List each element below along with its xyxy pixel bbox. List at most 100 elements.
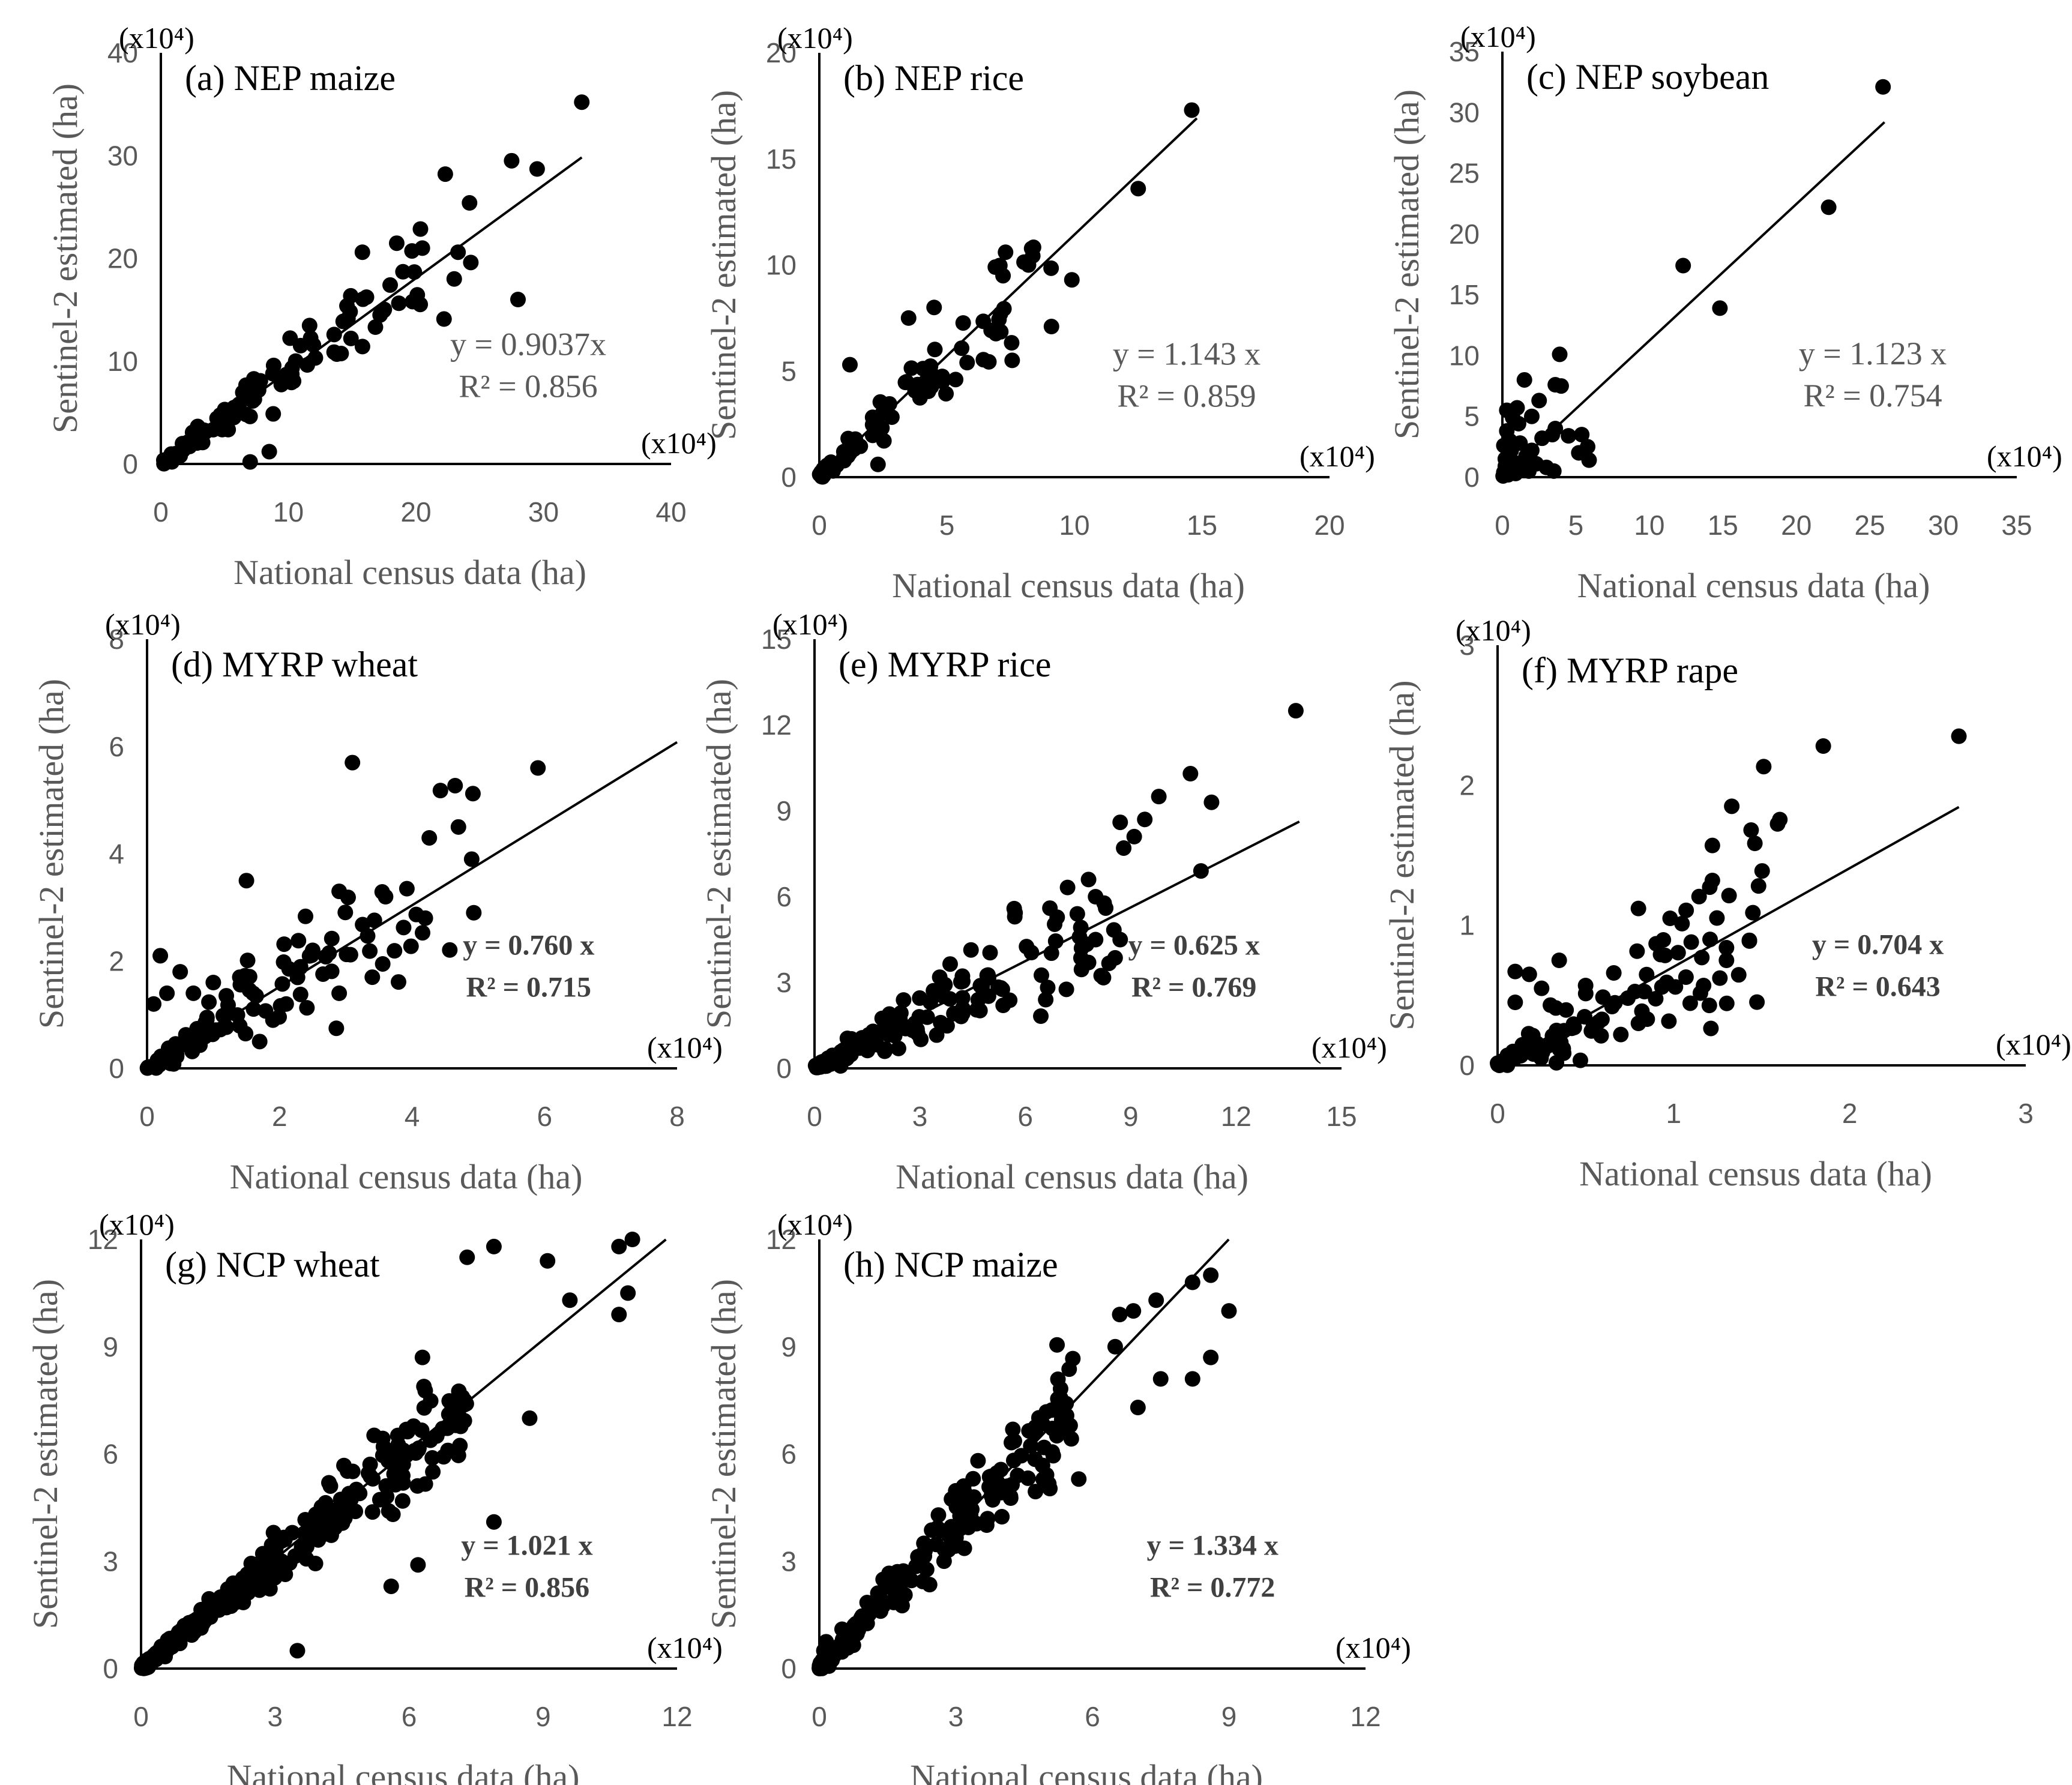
data-point xyxy=(395,1475,411,1491)
y-tick-label: 4 xyxy=(109,838,124,870)
data-point xyxy=(855,1034,872,1050)
data-point xyxy=(529,161,545,177)
x-scale-label: (x10⁴) xyxy=(1987,439,2062,473)
data-point xyxy=(1572,1052,1588,1068)
x-tick-label: 9 xyxy=(1221,1701,1237,1732)
x-tick-label: 0 xyxy=(133,1701,149,1732)
data-point xyxy=(1112,814,1128,831)
regression-equation: y = 0.9037x xyxy=(450,326,606,362)
data-point xyxy=(1101,955,1117,971)
x-tick-label: 6 xyxy=(402,1701,417,1732)
data-point xyxy=(942,991,958,1007)
data-point xyxy=(1718,953,1735,968)
y-scale-label: (x10⁴) xyxy=(105,607,181,641)
data-point xyxy=(1043,260,1059,276)
data-point xyxy=(251,1582,268,1598)
x-tick-label: 15 xyxy=(1326,1101,1357,1132)
data-point xyxy=(395,263,411,280)
data-point xyxy=(1670,945,1686,961)
data-point xyxy=(385,1507,401,1523)
data-point xyxy=(354,244,370,260)
data-point xyxy=(1662,911,1678,926)
data-point xyxy=(261,444,277,460)
y-axis-title: Sentinel-2 estimated (ha) xyxy=(46,83,85,433)
data-point xyxy=(342,1489,358,1505)
data-point xyxy=(956,1498,972,1514)
data-point xyxy=(223,1598,239,1614)
data-point xyxy=(1691,888,1707,905)
data-point xyxy=(358,289,375,306)
data-point xyxy=(917,1543,933,1559)
x-tick-label: 6 xyxy=(1085,1701,1100,1732)
data-point xyxy=(909,376,926,393)
data-point xyxy=(1016,254,1032,270)
data-point xyxy=(1703,1020,1719,1037)
data-point xyxy=(842,439,858,455)
data-point xyxy=(1815,738,1831,754)
data-point xyxy=(1549,1022,1565,1038)
data-point xyxy=(1721,888,1737,904)
data-point xyxy=(322,1507,338,1523)
data-point xyxy=(235,384,251,400)
data-point xyxy=(982,945,998,961)
data-point xyxy=(1073,962,1089,978)
data-point xyxy=(956,1540,972,1556)
x-tick-label: 35 xyxy=(2001,510,2032,541)
data-point xyxy=(1516,372,1532,388)
y-tick-label: 10 xyxy=(766,250,797,281)
data-point xyxy=(403,938,419,954)
x-scale-label: (x10⁴) xyxy=(1300,439,1375,473)
y-scale-label: (x10⁴) xyxy=(99,1208,175,1241)
y-tick-label: 12 xyxy=(761,709,792,741)
x-tick-label: 0 xyxy=(807,1101,822,1132)
data-point xyxy=(421,829,438,846)
data-point xyxy=(965,1470,981,1487)
data-point xyxy=(1002,1490,1019,1507)
data-point xyxy=(1507,963,1523,980)
data-point xyxy=(974,978,990,994)
x-tick-label: 2 xyxy=(272,1101,288,1132)
data-point xyxy=(324,930,340,947)
data-point xyxy=(1655,932,1672,948)
data-point xyxy=(1749,994,1765,1010)
data-point xyxy=(1031,1410,1047,1426)
x-tick-label: 12 xyxy=(661,1701,692,1732)
data-point xyxy=(281,961,297,977)
data-point xyxy=(1080,871,1097,888)
data-point xyxy=(1528,456,1544,472)
data-point xyxy=(299,1000,315,1016)
data-point xyxy=(1657,947,1673,963)
data-point xyxy=(265,406,282,422)
data-point xyxy=(201,994,217,1010)
data-point xyxy=(975,313,992,330)
data-point xyxy=(1148,1292,1164,1308)
data-point xyxy=(424,1450,441,1466)
data-point xyxy=(897,375,914,391)
r-squared-label: R² = 0.754 xyxy=(1803,378,1942,414)
data-point xyxy=(274,976,291,992)
y-tick-label: 3 xyxy=(776,967,792,998)
data-point xyxy=(1712,970,1728,986)
x-tick-label: 30 xyxy=(528,496,559,528)
data-point xyxy=(1675,257,1691,274)
x-scale-label: (x10⁴) xyxy=(647,1631,723,1664)
data-point xyxy=(394,1493,411,1509)
x-axis-title: National census data (ha) xyxy=(233,553,586,592)
panel-title: (c) NEP soybean xyxy=(1526,57,1769,97)
data-point xyxy=(868,413,884,429)
data-point xyxy=(944,1519,960,1535)
data-point xyxy=(978,1517,995,1534)
x-tick-label: 3 xyxy=(2018,1098,2034,1129)
data-point xyxy=(942,956,958,972)
y-tick-label: 1 xyxy=(1459,910,1475,941)
x-tick-label: 5 xyxy=(939,510,955,541)
data-point xyxy=(238,873,254,889)
data-point xyxy=(1531,393,1547,409)
data-point xyxy=(337,905,354,921)
data-point xyxy=(315,1523,331,1539)
data-point xyxy=(143,1653,159,1669)
y-scale-label: (x10⁴) xyxy=(777,1208,853,1241)
y-tick-label: 9 xyxy=(103,1331,118,1362)
r-squared-label: R² = 0.856 xyxy=(465,1572,589,1604)
data-point xyxy=(1636,984,1652,1000)
